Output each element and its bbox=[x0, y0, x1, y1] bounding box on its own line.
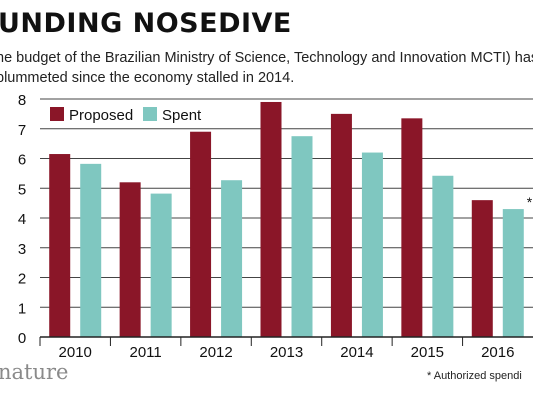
nature-logo: nature bbox=[0, 360, 69, 384]
y-tick-label: 7 bbox=[18, 122, 26, 139]
footnote: * Authorized spendi bbox=[427, 370, 522, 382]
bar-proposed-2016 bbox=[471, 200, 493, 337]
x-tick-label: 2013 bbox=[270, 344, 303, 361]
bar-proposed-2015 bbox=[401, 118, 423, 338]
y-axis-ticks: 0 1 2 3 4 5 6 7 8 bbox=[18, 92, 26, 347]
bar-spent-2015 bbox=[432, 175, 454, 337]
x-tick-label: 2015 bbox=[411, 344, 444, 361]
bar-proposed-2011 bbox=[119, 182, 141, 337]
bar-proposed-2010 bbox=[49, 154, 71, 337]
bar-spent-2011 bbox=[150, 193, 172, 337]
chart-title: UNDING NOSEDIVE bbox=[0, 8, 292, 39]
gridlines bbox=[40, 98, 533, 308]
x-tick-label: 2011 bbox=[130, 344, 162, 361]
y-tick-label: 6 bbox=[18, 152, 26, 169]
x-tick-label: 2010 bbox=[59, 344, 92, 361]
legend-label-spent: Spent bbox=[162, 107, 202, 124]
bar-spent-2010 bbox=[80, 163, 102, 337]
y-tick-label: 4 bbox=[18, 211, 26, 228]
y-tick-label: 0 bbox=[18, 330, 26, 347]
bar-spent-2014 bbox=[361, 152, 383, 337]
chart-subtitle: he budget of the Brazilian Ministry of S… bbox=[0, 50, 533, 86]
bar-spent-2012 bbox=[221, 180, 243, 337]
bar-proposed-2014 bbox=[330, 113, 352, 337]
y-tick-label: 8 bbox=[18, 92, 26, 109]
x-axis: 2010 2011 2012 2013 2014 2015 2016 bbox=[39, 336, 533, 361]
bar-proposed-2013 bbox=[260, 101, 282, 337]
bar-proposed-2012 bbox=[190, 131, 212, 337]
legend-swatch-spent bbox=[143, 107, 157, 121]
y-tick-label: 5 bbox=[18, 181, 26, 198]
bar-spent-2013 bbox=[291, 136, 313, 337]
annotations: * bbox=[527, 194, 533, 210]
y-tick-label: 2 bbox=[18, 271, 26, 288]
annotation-asterisk: * bbox=[527, 194, 533, 210]
legend-label-proposed: Proposed bbox=[69, 107, 133, 124]
bar-spent-2016 bbox=[502, 209, 524, 337]
x-tick-label: 2014 bbox=[340, 344, 373, 361]
x-tick-label: 2012 bbox=[199, 344, 232, 361]
x-tick-label: 2016 bbox=[481, 344, 514, 361]
bars bbox=[49, 101, 524, 338]
y-tick-label: 3 bbox=[18, 241, 26, 258]
legend: Proposed Spent bbox=[50, 107, 202, 124]
y-tick-label: 1 bbox=[18, 300, 26, 317]
legend-swatch-proposed bbox=[50, 107, 64, 121]
